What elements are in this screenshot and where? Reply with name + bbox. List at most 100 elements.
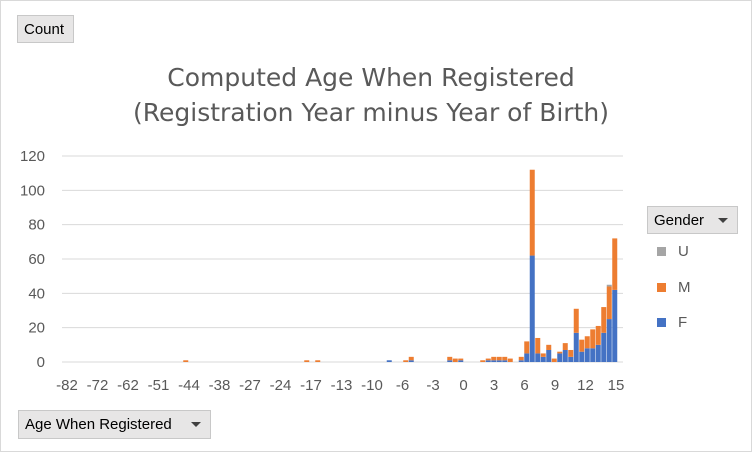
x-tick-label: 15 [608,377,625,394]
bar-segment-f[interactable] [529,255,535,362]
bar-segment-m[interactable] [595,325,601,345]
bar-segment-m[interactable] [480,360,486,362]
x-tick-label: -3 [426,377,439,394]
y-tick-label: 60 [28,251,45,268]
x-tick-label: -10 [361,377,383,394]
bar-segment-m[interactable] [485,358,491,361]
bar-segment-m[interactable] [507,358,513,362]
bar-segment-f[interactable] [447,360,453,362]
bar-segment-m[interactable] [551,358,557,362]
legend-swatch-m [657,282,666,292]
legend-label-u: U [678,242,689,260]
bar-segment-m[interactable] [606,286,612,320]
axis-dropdown-arrow-icon[interactable] [191,422,201,427]
bar-segment-f[interactable] [386,360,392,362]
bar-segment-f[interactable] [502,360,508,362]
bar-segment-f[interactable] [546,349,552,362]
y-tick-label: 100 [20,182,45,199]
bar-segment-u[interactable] [606,284,612,287]
x-tick-label: -6 [396,377,409,394]
gender-field-label: Gender [654,211,705,229]
bar-segment-m[interactable] [524,341,530,354]
y-tick-label: 20 [28,320,45,337]
x-tick-label: 9 [551,377,559,394]
bar-segment-m[interactable] [546,344,552,350]
bar-segment-f[interactable] [595,344,601,362]
x-tick-label: 6 [520,377,528,394]
chart-title: Computed Age When Registered [167,63,575,92]
y-tick-label: 0 [37,354,45,371]
y-tick-label: 40 [28,285,45,302]
legend-item-f[interactable]: F [657,312,687,332]
x-tick-label: -62 [117,377,139,394]
x-tick-label: -27 [239,377,261,394]
bar-segment-m[interactable] [612,238,618,290]
x-tick-label: -13 [331,377,353,394]
gender-field-button[interactable]: Gender [647,206,738,234]
axis-field-label: Age When Registered [25,416,172,433]
bar-segment-m[interactable] [502,356,508,361]
bar-segment-f[interactable] [496,360,502,362]
bar-segment-m[interactable] [562,343,568,350]
bar-segment-f[interactable] [535,353,541,362]
bar-segment-m[interactable] [447,356,453,361]
bar-segment-m[interactable] [579,339,585,352]
x-tick-label: -82 [56,377,78,394]
bar-segment-f[interactable] [568,356,574,362]
x-tick-label: 12 [577,377,594,394]
axis-field-button[interactable]: Age When Registered [18,410,211,439]
bar-segment-m[interactable] [452,358,458,362]
x-tick-label: 3 [490,377,498,394]
bar-segment-f[interactable] [540,356,546,362]
x-tick-label: -24 [270,377,292,394]
bar-segment-f[interactable] [601,332,607,362]
bar-segment-m[interactable] [458,358,464,361]
bar-segment-f[interactable] [557,353,563,362]
bar-segment-f[interactable] [579,351,585,362]
legend-item-u[interactable]: U [657,241,689,261]
bar-segment-m[interactable] [315,360,321,362]
bar-segment-f[interactable] [408,360,414,362]
bar-segment-m[interactable] [529,169,535,256]
bar-segment-m[interactable] [573,308,579,333]
x-tick-label: -44 [178,377,200,394]
bar-segment-m[interactable] [601,307,607,333]
x-tick-label: -17 [300,377,322,394]
bar-segment-m[interactable] [584,336,590,349]
bar-segment-f[interactable] [524,353,530,362]
legend-swatch-f [657,317,666,327]
bar-segment-m[interactable] [403,360,409,362]
x-axis-tick-labels: -82 -72 -62 -51 -44 -38 -27 -24 -17 -13 -10 -6 -3 0 3 6… [56,377,624,394]
x-tick-label: -51 [148,377,170,394]
bar-segment-f[interactable] [612,289,618,362]
legend-item-m[interactable]: M [657,277,691,297]
bar-segment-m[interactable] [408,356,414,361]
chart-subtitle: (Registration Year minus Year of Birth) [133,98,609,127]
bar-segment-m[interactable] [304,360,310,362]
bar-segment-m[interactable] [590,329,596,349]
bar-segment-f[interactable] [458,360,464,362]
bar-segment-f[interactable] [590,348,596,362]
count-field-label: Count [24,20,65,38]
bar-segment-m[interactable] [496,356,502,361]
bar-segment-m[interactable] [557,351,563,354]
bar-segment-f[interactable] [562,349,568,362]
bar-segment-m[interactable] [540,353,546,357]
gender-dropdown-arrow-icon[interactable] [718,218,728,223]
bar-segment-f[interactable] [518,360,524,362]
bar-segment-f[interactable] [491,360,497,362]
count-field-button[interactable]: Count [17,15,74,43]
bar-segment-m[interactable] [568,349,574,357]
bar-segment-f[interactable] [485,360,491,362]
bar-series [183,169,618,362]
legend-label-f: F [678,313,688,331]
bar-segment-m[interactable] [183,360,189,362]
bar-segment-m[interactable] [535,337,541,354]
bar-segment-f[interactable] [606,319,612,362]
bar-segment-m[interactable] [518,356,524,361]
bar-segment-m[interactable] [491,356,497,361]
bar-segment-f[interactable] [573,332,579,362]
bar-segment-f[interactable] [584,348,590,362]
